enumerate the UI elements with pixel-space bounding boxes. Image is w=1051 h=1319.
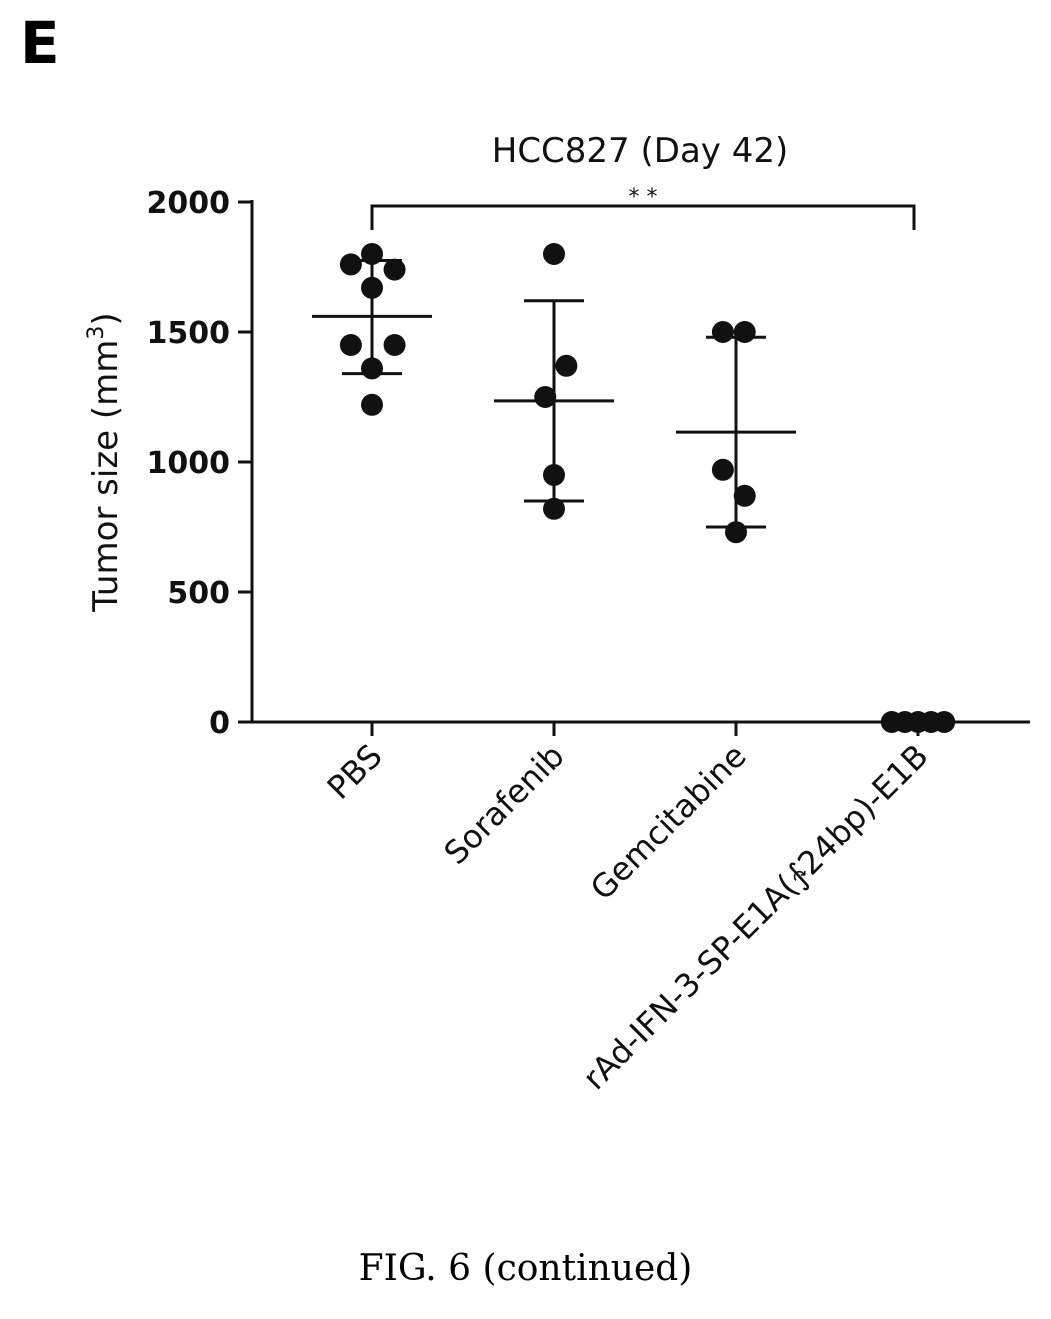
y-axis-label-superscript: 3 [84,326,109,340]
data-point [339,253,362,276]
data-point [534,386,557,408]
x-tick-label: Gemcitabine [583,737,754,908]
data-point [933,711,956,733]
y-axis-label: Tumor size (mm3) [84,312,126,612]
data-points [339,243,956,733]
significance-bracket-line [370,204,916,230]
x-tick-label: rAd-IFN-3-SP-E1A(∱24bp)-E1B [575,737,935,1097]
data-point [543,464,565,486]
data-point [339,334,362,356]
data-point [361,243,383,265]
data-point [733,321,756,343]
y-tick-label: 2000 [147,186,231,221]
chart-title: HCC827 (Day 42) [492,131,789,171]
data-point [361,357,383,380]
panel-label: E [20,9,60,77]
data-point [711,321,734,343]
data-point [733,484,756,507]
data-point [725,521,747,544]
y-tick-label: 1000 [147,446,231,481]
x-tick-label: PBS [320,737,390,807]
significance-bracket: * * [370,185,916,230]
data-point [543,243,565,265]
significance-label: * * [629,185,658,210]
y-axis-label-close: ) [86,312,126,325]
y-tick-label: 1500 [147,316,231,351]
data-point [543,497,565,520]
x-ticks: PBS Sorafenib GemcitabinerAd-IFN-3-SP-E1A(… [320,722,936,1097]
y-ticks: 0 500 1000 1500 2000 [147,186,252,741]
data-point [361,393,383,416]
y-tick-label: 500 [167,576,230,611]
y-axis-label-main: Tumor size (mm [86,340,126,613]
figure-caption: FIG. 6 (continued) [358,1248,693,1289]
x-tick-label: Sorafenib [437,737,572,872]
data-point [555,354,578,377]
data-point [711,458,734,481]
data-point [383,258,406,281]
data-point [383,334,406,356]
scatter-chart: HCC827 (Day 42) Tumor size (mm3) 0 500 100… [84,131,1030,1097]
y-tick-label: 0 [209,706,230,741]
data-point [361,276,383,299]
